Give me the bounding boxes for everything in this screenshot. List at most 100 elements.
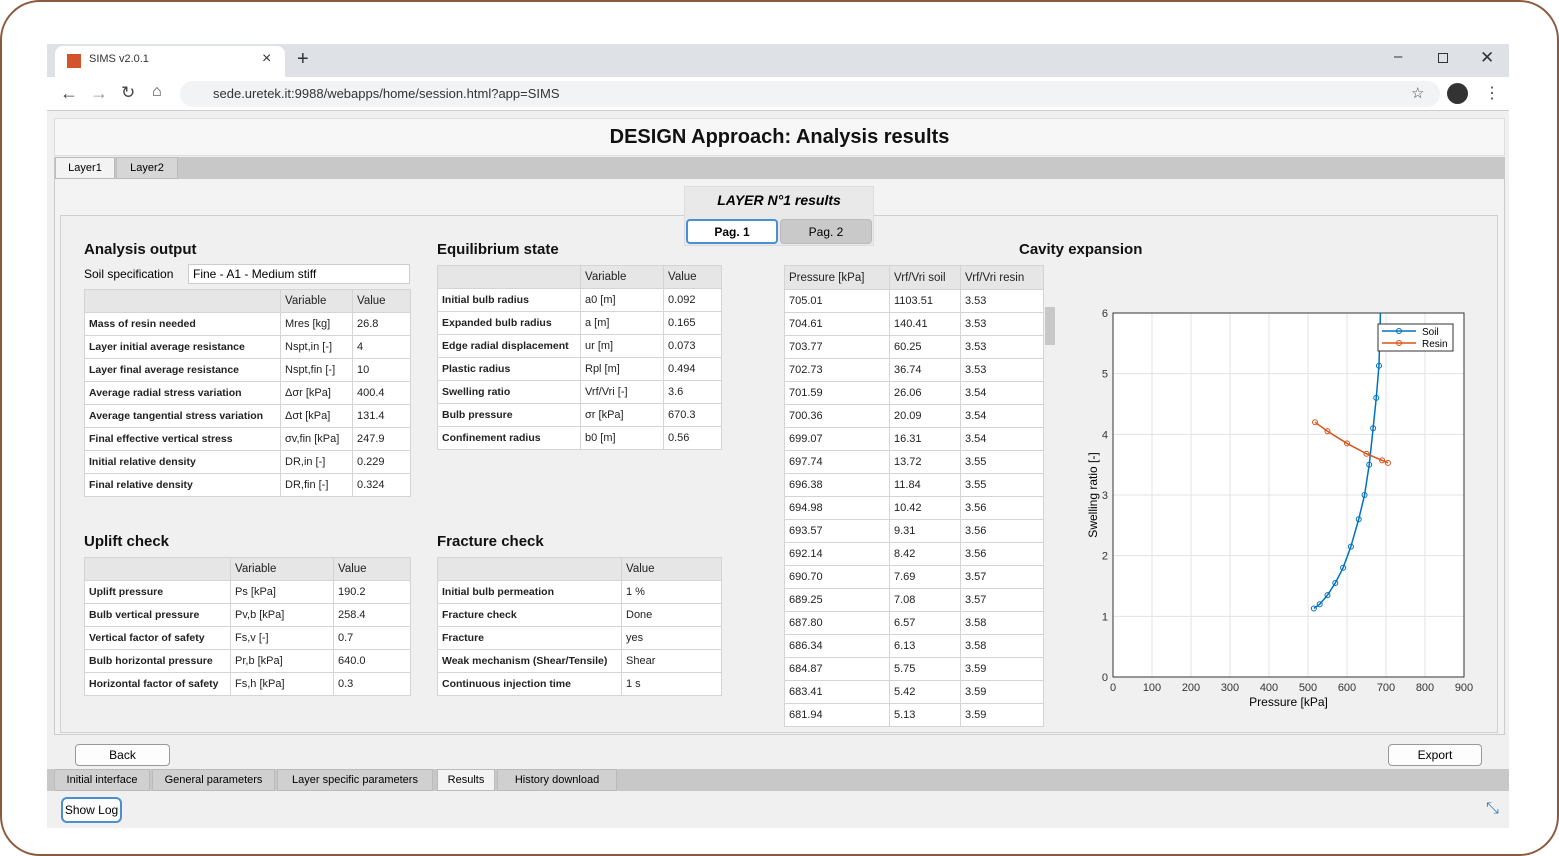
app-title: DESIGN Approach: Analysis results: [54, 118, 1505, 156]
row-label: Confinement radius: [437, 426, 581, 450]
y-tick-label: 2: [1102, 551, 1108, 563]
bottom-tab[interactable]: Results: [437, 769, 495, 791]
table-cell: 3.59: [960, 703, 1044, 727]
menu[interactable]: ⋮: [1484, 85, 1500, 102]
export-button[interactable]: Export: [1388, 744, 1482, 766]
legend-box: [1377, 323, 1454, 352]
table-cell: 140.41: [889, 312, 961, 336]
collapse-icon[interactable]: ⤡: [1486, 800, 1499, 817]
x-tick-label: 600: [1338, 682, 1356, 694]
table-cell: 6.13: [889, 634, 961, 658]
row-label: Average tangential stress variation: [84, 404, 281, 428]
column-header: [84, 557, 231, 581]
table-cell: 687.80: [784, 611, 890, 635]
bottom-tab[interactable]: General parameters: [152, 769, 275, 791]
home[interactable]: ⌂: [152, 83, 162, 100]
data-point: [1347, 543, 1354, 550]
row-label: Bulb pressure: [437, 403, 581, 427]
column-header: [437, 557, 622, 581]
browser-tab[interactable]: [55, 46, 285, 77]
table-cell: Pr,b [kPa]: [230, 649, 334, 673]
data-point: [1355, 516, 1362, 523]
table-cell: 3.57: [960, 588, 1044, 612]
x-tick-label: 100: [1143, 682, 1161, 694]
table-cell: 3.56: [960, 542, 1044, 566]
table-cell: 3.53: [960, 312, 1044, 336]
table-cell: 705.01: [784, 289, 890, 313]
show-log-button[interactable]: Show Log: [61, 797, 122, 823]
data-point: [1373, 394, 1380, 401]
back-button[interactable]: Back: [75, 744, 170, 766]
layer-tab[interactable]: Layer1: [55, 157, 115, 179]
row-label: Edge radial displacement: [437, 334, 581, 358]
table-cell: 684.87: [784, 657, 890, 681]
series-line: [1313, 313, 1382, 610]
profile[interactable]: [1447, 83, 1468, 104]
section-title: Cavity expansion: [1019, 241, 1143, 258]
row-label: Initial relative density: [84, 450, 281, 474]
table-cell: 683.41: [784, 680, 890, 704]
close-window[interactable]: ✕: [1480, 48, 1495, 67]
data-point: [1332, 579, 1339, 586]
table-cell: 5.13: [889, 703, 961, 727]
table-cell: 0.073: [663, 334, 722, 358]
table-cell: 3.53: [960, 358, 1044, 382]
table-cell: DR,in [-]: [280, 450, 353, 474]
table-cell: 400.4: [352, 381, 411, 405]
layer-tab[interactable]: Layer2: [116, 157, 178, 179]
reload[interactable]: ↻: [121, 83, 136, 102]
row-label: Initial bulb radius: [437, 288, 581, 312]
scrollbar[interactable]: [1050, 292, 1058, 722]
favicon: [67, 54, 81, 68]
table-cell: Vrf/Vri [-]: [580, 380, 664, 404]
bottom-tab[interactable]: Layer specific parameters: [277, 769, 433, 791]
table-cell: 4: [352, 335, 411, 359]
row-label: Fracture: [437, 626, 622, 650]
data-point: [1370, 425, 1377, 432]
table-cell: 3.6: [663, 380, 722, 404]
table-cell: DR,fin [-]: [280, 473, 353, 497]
bookmark[interactable]: ☆: [1411, 85, 1425, 102]
table-cell: 3.56: [960, 519, 1044, 543]
table-cell: 7.08: [889, 588, 961, 612]
back-nav[interactable]: ←: [60, 83, 78, 103]
section-title: Analysis output: [84, 241, 197, 258]
layer-title: LAYER N°1 results: [717, 192, 841, 208]
bottom-tab[interactable]: Initial interface: [54, 769, 150, 791]
field-label: Soil specification: [84, 267, 174, 281]
column-header: Variable: [280, 289, 353, 313]
bottom-tab[interactable]: History download: [497, 769, 617, 791]
column-header: Pressure [kPa]: [784, 265, 890, 290]
table-cell: 20.09: [889, 404, 961, 428]
legend-label: Resin: [1422, 339, 1448, 350]
table-cell: σr [kPa]: [580, 403, 664, 427]
y-tick-label: 0: [1102, 672, 1108, 684]
table-cell: Nspt,fin [-]: [280, 358, 353, 382]
row-label: Bulb vertical pressure: [84, 603, 231, 627]
row-label: Average radial stress variation: [84, 381, 281, 405]
forward-nav[interactable]: →: [90, 83, 108, 103]
table-cell: Fs,v [-]: [230, 626, 334, 650]
omnibox[interactable]: [180, 81, 1440, 107]
page-button[interactable]: Pag. 1: [686, 219, 778, 244]
restore[interactable]: [1438, 53, 1448, 63]
close-tab[interactable]: ×: [262, 50, 272, 67]
plot-border: [1112, 312, 1465, 678]
table-cell: 3.54: [960, 427, 1044, 451]
page-button[interactable]: Pag. 2: [780, 219, 872, 244]
scroll-thumb[interactable]: [1045, 307, 1055, 345]
row-label: Weak mechanism (Shear/Tensile): [437, 649, 622, 673]
table-cell: 702.73: [784, 358, 890, 382]
column-header: [84, 289, 281, 313]
minimize[interactable]: –: [1394, 48, 1403, 65]
new-tab[interactable]: +: [297, 48, 309, 70]
data-point: [1312, 419, 1319, 426]
data-point: [1361, 492, 1368, 498]
y-tick-label: 3: [1102, 490, 1108, 502]
table-cell: 701.59: [784, 381, 890, 405]
legend-label: Soil: [1422, 327, 1439, 338]
x-tick-label: 500: [1299, 682, 1317, 694]
